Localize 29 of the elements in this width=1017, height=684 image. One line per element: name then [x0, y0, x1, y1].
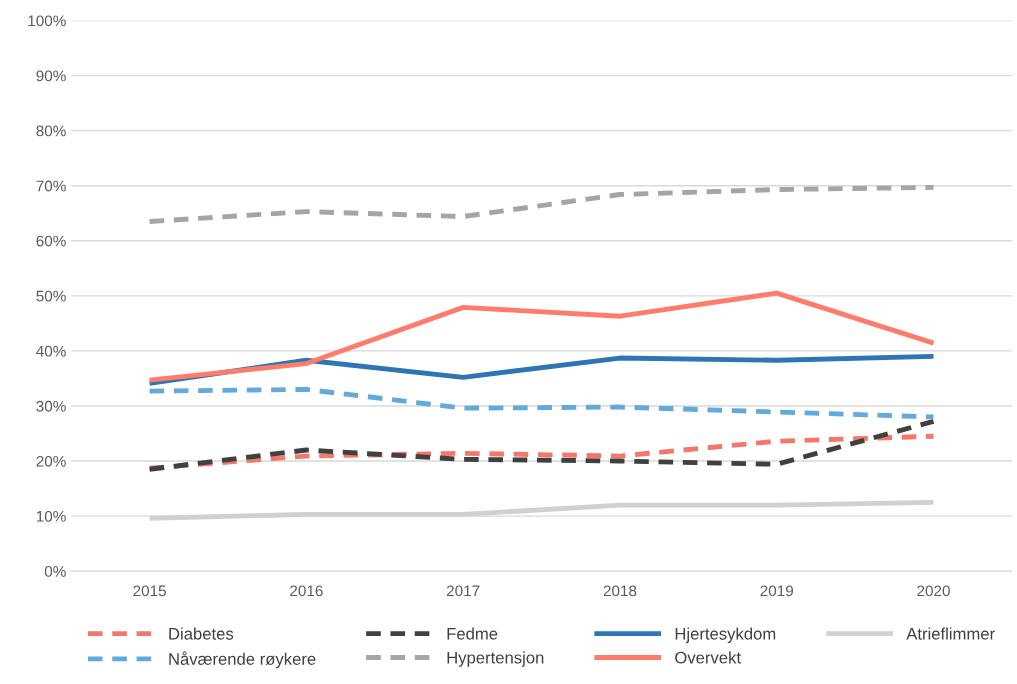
legend-label: Atrieflimmer [906, 627, 995, 640]
y-tick-label: 100% [28, 15, 66, 27]
line-series [147, 387, 936, 420]
line-series [147, 433, 936, 471]
x-tick-label: 2015 [133, 585, 166, 597]
y-tick-label: 20% [36, 455, 66, 467]
x-tick-label: 2017 [446, 585, 480, 597]
line-series [147, 184, 936, 224]
legend-label: Hjertesykdom [675, 627, 776, 643]
x-tick-label: 2018 [603, 585, 637, 597]
legend-label: Fedme [447, 627, 498, 640]
y-tick-label: 70% [36, 180, 66, 192]
y-tick-label: 30% [36, 400, 66, 412]
y-tick-label: 40% [36, 345, 66, 357]
y-tick-label: 50% [36, 290, 66, 302]
x-tick-label: 2016 [290, 585, 323, 597]
y-tick-label: 0% [44, 566, 66, 577]
y-tick-label: 10% [36, 510, 66, 522]
x-tick-label: 2019 [760, 585, 793, 597]
x-tick-label: 2020 [917, 585, 950, 597]
y-tick-label: 80% [36, 125, 66, 137]
legend-label: Nåværende røykere [169, 651, 316, 669]
y-tick-label: 60% [36, 235, 66, 247]
line-series [147, 418, 936, 472]
legend-label: Overvekt [675, 651, 741, 664]
legend-label: Hypertensjon [447, 651, 544, 667]
line-series [147, 290, 936, 383]
y-tick-label: 90% [36, 70, 66, 82]
legend-label: Diabetes [169, 627, 234, 640]
